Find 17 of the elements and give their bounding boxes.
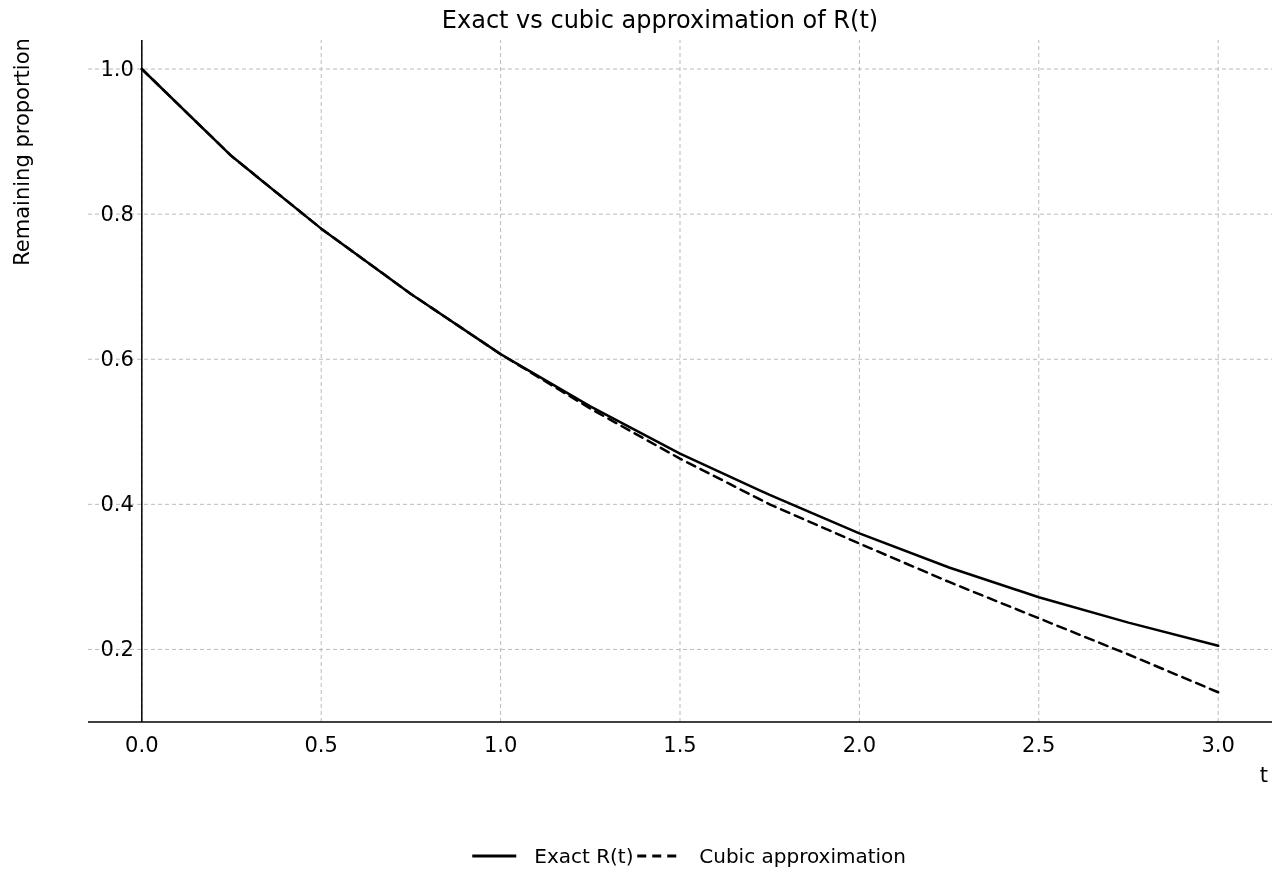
x-tick-label: 1.0 xyxy=(483,733,518,757)
y-tick-label: 0.6 xyxy=(100,347,134,372)
x-axis-title: t xyxy=(1259,763,1268,787)
y-tick-label: 0.4 xyxy=(100,492,134,517)
x-tick-label: 0.5 xyxy=(304,733,338,757)
x-tick-label: 2.5 xyxy=(1022,733,1056,757)
x-tick-label: 2.0 xyxy=(842,733,877,757)
chart-title: Exact vs cubic approximation of R(t) xyxy=(441,6,879,34)
legend-label: Exact R(t) xyxy=(534,844,634,868)
x-tick-label: 0.0 xyxy=(125,733,159,757)
y-tick-label: 0.8 xyxy=(100,202,134,227)
y-tick-label: 0.2 xyxy=(100,637,134,662)
x-tick-label: 3.0 xyxy=(1201,733,1235,757)
legend-label: Cubic approximation xyxy=(699,844,906,868)
y-axis-title: Remaining proportion xyxy=(10,38,35,266)
y-tick-label: 1.0 xyxy=(100,57,134,82)
x-tick-label: 1.5 xyxy=(663,733,697,757)
